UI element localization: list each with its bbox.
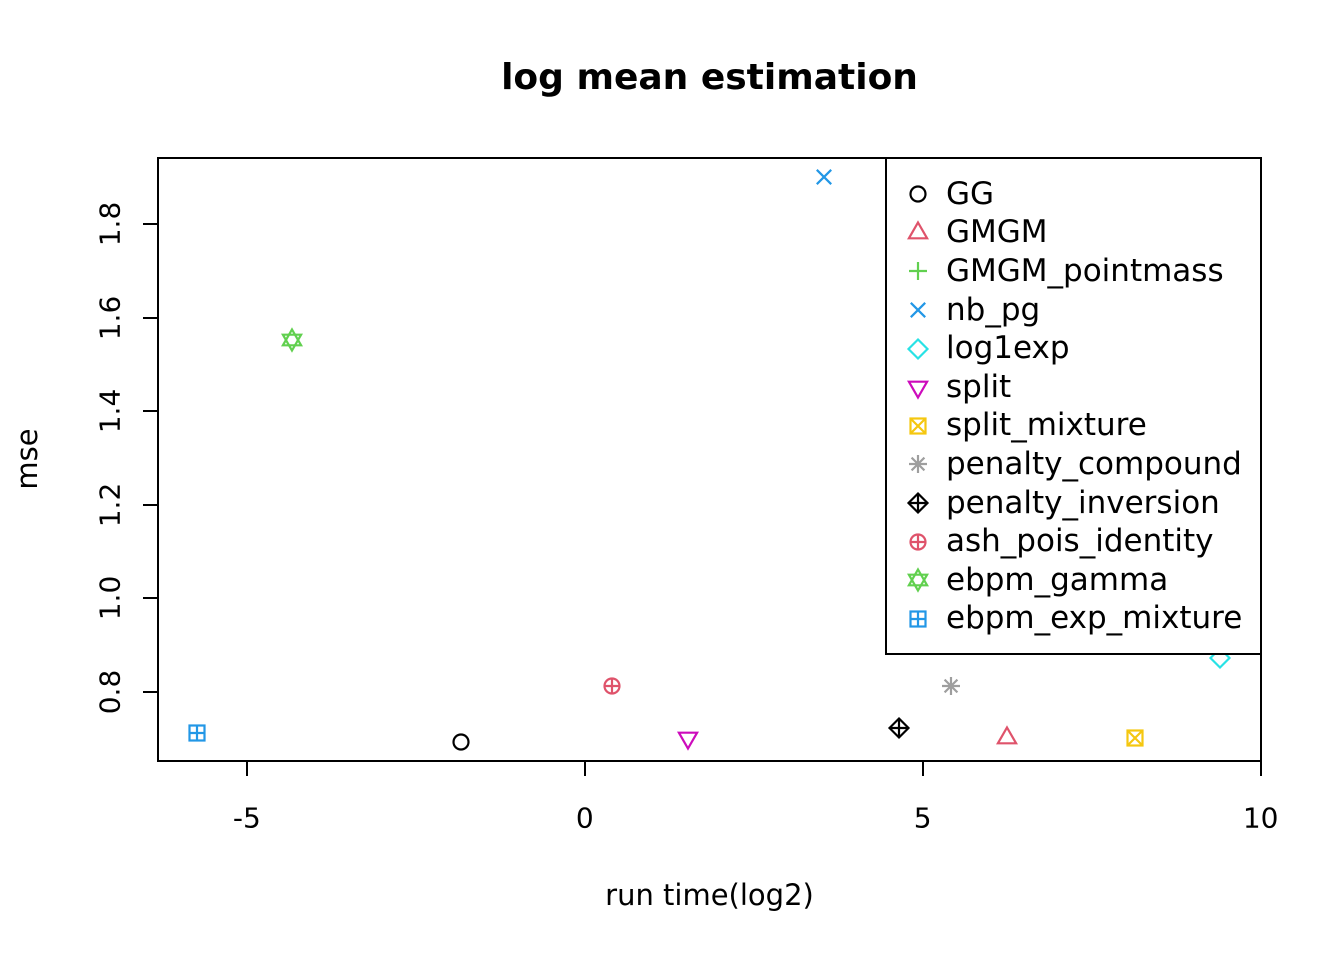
y-tick-label: 0.8 [93, 669, 127, 715]
legend-item-penalty-inversion: penalty_inversion [902, 484, 1260, 523]
y-tick-mark [143, 410, 157, 413]
square-with-plus-icon legend-marker-ebpm-exp-mixture [909, 610, 927, 628]
x-tick-label: 10 [1242, 801, 1279, 835]
square-with-x-icon marker-split-mixture [1126, 729, 1144, 747]
legend-item-log1exp: log1exp [902, 329, 1260, 368]
x-tick-mark [921, 762, 924, 776]
legend-label-split: split [946, 368, 1012, 405]
asterisk-icon marker-penalty-compound [942, 677, 961, 696]
legend-marker-ash-pois-identity [902, 526, 934, 558]
y-tick-label: 1.4 [93, 389, 127, 434]
legend-item-gg: GG [902, 175, 1260, 214]
legend-label-gmgm: GMGM [946, 214, 1048, 251]
legend-marker-gg [902, 178, 934, 210]
open-triangle-down-icon marker-split [676, 731, 699, 751]
open-triangle-down-icon legend-marker-split [906, 380, 930, 400]
legend-marker-nb-pg [902, 294, 934, 326]
legend-label-ash-pois-identity: ash_pois_identity [946, 523, 1214, 560]
legend-label-split-mixture: split_mixture [946, 407, 1147, 444]
legend-item-ebpm-exp-mixture: ebpm_exp_mixture [902, 600, 1260, 639]
x-tick-mark [583, 762, 586, 776]
diamond-with-plus-icon marker-penalty-inversion [887, 717, 910, 740]
star-of-david-icon legend-marker-ebpm-gamma [906, 567, 930, 593]
x-tick-label: -5 [232, 801, 261, 835]
legend-rows: GG GMGM GMGM_pointmass nb_pg log1exp split spl… [902, 175, 1260, 638]
open-circle-icon legend-marker-gg [909, 185, 927, 203]
data-point-gmgm [991, 722, 1025, 756]
y-tick-mark [143, 503, 157, 506]
chart-title: log mean estimation [501, 57, 918, 98]
legend-item-split-mixture: split_mixture [902, 407, 1260, 446]
x-tick-label: 5 [913, 801, 932, 835]
y-tick-mark [143, 316, 157, 319]
open-diamond-icon legend-marker-log1exp [906, 337, 930, 360]
legend-item-ebpm-gamma: ebpm_gamma [902, 561, 1260, 600]
y-tick-mark [143, 597, 157, 600]
x-cross-icon legend-marker-nb-pg [910, 302, 926, 319]
x-tick-mark [245, 762, 248, 776]
legend-marker-penalty-inversion [902, 487, 934, 519]
legend-marker-penalty-compound [902, 448, 934, 480]
square-with-x-icon legend-marker-split-mixture [909, 417, 927, 435]
legend-marker-split [902, 371, 934, 403]
legend-label-log1exp: log1exp [946, 330, 1070, 367]
data-point-penalty-inversion [883, 712, 917, 746]
legend-item-penalty-compound: penalty_compound [902, 445, 1260, 484]
x-tick-mark [1259, 762, 1262, 776]
legend-marker-log1exp [902, 333, 934, 365]
data-point-ebpm-exp-mixture [181, 717, 215, 751]
data-point-gg [445, 726, 479, 760]
plus-icon legend-marker-gmgm-pointmass [909, 262, 927, 281]
data-point-split-mixture [1119, 722, 1153, 756]
legend-marker-gmgm-pointmass [902, 255, 934, 287]
legend-label-ebpm-gamma: ebpm_gamma [946, 561, 1169, 598]
x-tick-label: 0 [575, 801, 594, 835]
data-point-ash-pois-identity [596, 670, 630, 704]
legend-item-nb-pg: nb_pg [902, 291, 1260, 330]
y-tick-label: 1.0 [93, 576, 127, 621]
y-tick-label: 1.6 [93, 295, 127, 341]
circle-with-plus-icon marker-ash-pois-identity [602, 677, 621, 695]
legend-item-gmgm: GMGM [902, 214, 1260, 253]
legend-marker-ebpm-exp-mixture [902, 603, 934, 635]
open-triangle-up-icon legend-marker-gmgm [906, 220, 930, 240]
x-axis-title: run time(log2) [605, 878, 814, 912]
legend-marker-ebpm-gamma [902, 564, 934, 596]
diamond-with-plus-icon legend-marker-penalty-inversion [906, 491, 930, 515]
y-tick-mark [143, 223, 157, 226]
legend-marker-split-mixture [902, 410, 934, 442]
legend-label-gg: GG [946, 175, 995, 212]
legend-item-ash-pois-identity: ash_pois_identity [902, 522, 1260, 561]
data-point-nb-pg [808, 161, 842, 195]
square-with-plus-icon marker-ebpm-exp-mixture [188, 724, 206, 742]
legend-label-penalty-inversion: penalty_inversion [946, 484, 1220, 521]
data-point-penalty-compound [935, 670, 969, 704]
x-cross-icon marker-nb-pg [815, 168, 832, 185]
legend: GG GMGM GMGM_pointmass nb_pg log1exp split spl… [885, 157, 1262, 655]
open-circle-icon marker-gg [452, 733, 470, 751]
legend-marker-gmgm [902, 217, 934, 249]
legend-label-gmgm-pointmass: GMGM_pointmass [946, 252, 1224, 289]
legend-label-nb-pg: nb_pg [946, 291, 1041, 328]
y-axis-title: mse [10, 428, 44, 490]
data-point-split [672, 722, 706, 756]
legend-label-ebpm-exp-mixture: ebpm_exp_mixture [946, 600, 1243, 637]
y-tick-label: 1.2 [93, 482, 127, 528]
legend-label-penalty-compound: penalty_compound [946, 445, 1242, 482]
legend-item-gmgm-pointmass: GMGM_pointmass [902, 252, 1260, 291]
y-tick-label: 1.8 [93, 202, 127, 247]
legend-item-split: split [902, 368, 1260, 407]
star-of-david-icon marker-ebpm-gamma [280, 327, 303, 353]
open-triangle-up-icon marker-gmgm [995, 724, 1018, 745]
y-tick-mark [143, 690, 157, 693]
circle-with-plus-icon legend-marker-ash-pois-identity [909, 533, 927, 551]
asterisk-icon legend-marker-penalty-compound [909, 455, 927, 474]
data-point-ebpm-gamma [276, 324, 310, 358]
